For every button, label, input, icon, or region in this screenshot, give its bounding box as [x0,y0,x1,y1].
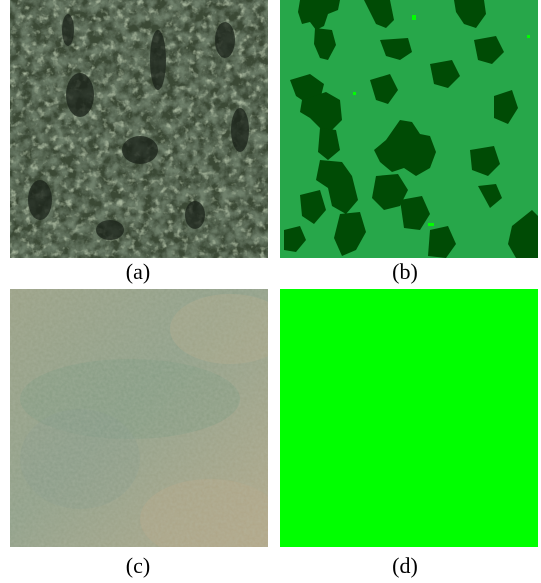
forest-segmentation-mask [280,0,538,258]
caption-b: (b) [392,259,418,284]
grassland-photo [10,289,268,547]
caption-c: (c) [125,553,151,578]
caption-d: (d) [392,553,418,578]
uniform-green-mask [280,289,538,547]
forest-canopy-photo [10,0,268,258]
caption-a: (a) [125,259,151,284]
